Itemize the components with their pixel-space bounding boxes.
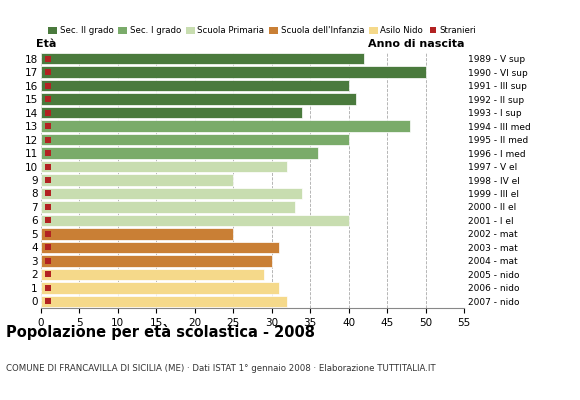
- Bar: [41, 242, 279, 253]
- Bar: [41, 282, 279, 294]
- Bar: [41, 188, 302, 199]
- Bar: [41, 94, 356, 105]
- Bar: [41, 53, 364, 64]
- Bar: [41, 255, 271, 266]
- Text: COMUNE DI FRANCAVILLA DI SICILIA (ME) · Dati ISTAT 1° gennaio 2008 · Elaborazion: COMUNE DI FRANCAVILLA DI SICILIA (ME) · …: [6, 364, 436, 373]
- Text: Età: Età: [37, 40, 57, 50]
- Bar: [41, 215, 349, 226]
- Legend: Sec. II grado, Sec. I grado, Scuola Primaria, Scuola dell'Infanzia, Asilo Nido, : Sec. II grado, Sec. I grado, Scuola Prim…: [45, 23, 480, 39]
- Text: Popolazione per età scolastica - 2008: Popolazione per età scolastica - 2008: [6, 324, 315, 340]
- Bar: [41, 80, 349, 92]
- Bar: [41, 66, 426, 78]
- Text: Anno di nascita: Anno di nascita: [368, 40, 464, 50]
- Bar: [41, 120, 410, 132]
- Bar: [41, 228, 233, 240]
- Bar: [41, 201, 295, 213]
- Bar: [41, 134, 349, 145]
- Bar: [41, 174, 233, 186]
- Bar: [41, 161, 287, 172]
- Bar: [41, 268, 264, 280]
- Bar: [41, 147, 318, 159]
- Bar: [41, 296, 287, 307]
- Bar: [41, 107, 302, 118]
